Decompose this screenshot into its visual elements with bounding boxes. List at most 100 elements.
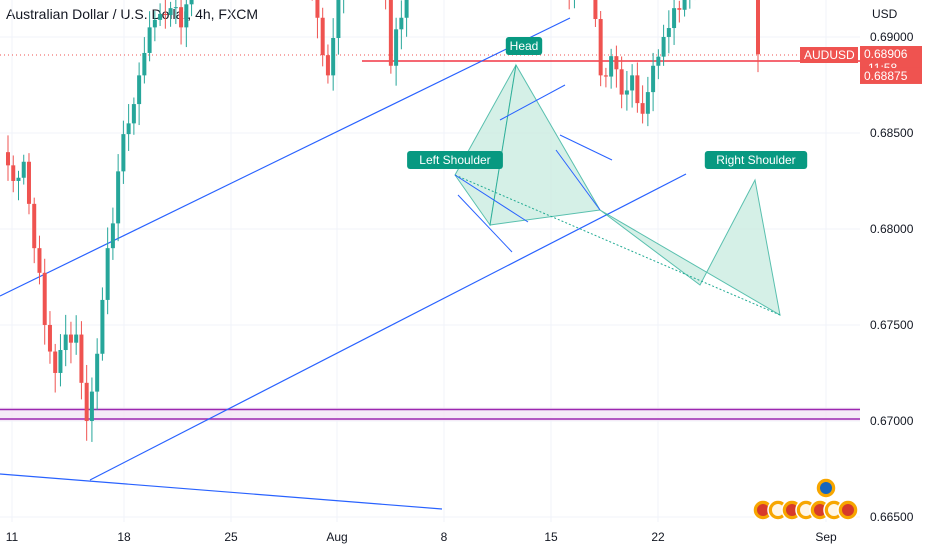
candle-body [677,8,682,10]
candle-body [603,75,608,77]
economic-event-icon [837,499,859,521]
candle-body [682,0,687,10]
time-tick-label: 11 [6,530,19,544]
candle-body [74,334,79,343]
candle-body [63,334,68,351]
candle-body [598,19,603,76]
economic-event-icon [752,499,774,521]
time-tick-label: 8 [441,530,448,544]
candle-body [666,28,671,37]
event-flag-icon [772,504,784,516]
candle-body [95,353,100,392]
right-shoulder-label: Right Shoulder [716,153,795,167]
candle-body [651,65,656,93]
candle-body [110,223,115,249]
candle-body [105,248,110,300]
sub-trend-line [499,84,566,121]
candle-body [163,13,168,16]
symbol-tag-bg [800,47,858,64]
candle-body [21,161,26,178]
candle-body [388,0,393,66]
candle-body [32,203,37,249]
candle-body [37,248,42,273]
candle-body [42,272,47,325]
channel-upper-line [0,17,571,297]
candle-body [68,334,73,343]
current-price-tag: 0.68906 [864,47,908,61]
candle-body [656,56,661,66]
candle-body [624,90,629,95]
candle-body [640,103,645,114]
candle-body [147,27,152,53]
event-flag-icon [786,504,798,516]
candle-body [672,8,677,29]
time-tick-label: Sep [815,530,837,544]
candle-body [394,29,399,66]
candle-body [331,37,336,76]
right-shoulder-shape [599,178,781,316]
channel-lower-line [89,173,687,481]
price-tags: 0.710760.700810.698730.69486AUDUSD0.6890… [800,46,922,84]
price-tick-label: 0.67000 [870,414,914,428]
left-shoulder-label-bg [407,151,503,169]
chart-grid [0,0,860,522]
price-tick-label: 0.68000 [870,222,914,236]
price-tick-label: 0.68500 [870,126,914,140]
price-tick-label: 0.67500 [870,318,914,332]
sub-trend-line [457,194,513,253]
time-tick-label: 22 [651,530,665,544]
trend-line [0,473,443,510]
candle-body [173,7,178,9]
event-flag-icon [757,504,769,516]
event-flag-icon [842,504,854,516]
sub-trend-line [454,174,529,223]
left-shoulder-label: Left Shoulder [419,153,490,167]
events-icons[interactable] [752,477,859,521]
candle-body [593,0,598,20]
head-shape [489,63,601,226]
candle-body [320,17,325,56]
candle-body [645,92,650,114]
price-tag-level-bg [860,67,922,84]
event-flag-icon [814,504,826,516]
time-axis: 11 18 25 Aug 8 15 22 Sep [6,530,837,544]
time-tick-label: 25 [224,530,238,544]
candle-body [189,0,194,5]
symbol-tag: AUDUSD [804,48,855,62]
candle-body [11,165,16,181]
candle-body [16,177,21,181]
candle-body [53,351,58,373]
candle-body [126,123,131,135]
sub-trend-line [559,134,613,161]
support-zone [0,407,860,421]
candles-layer [6,0,760,442]
time-tick-label: Aug [326,530,347,544]
candle-body [168,8,173,16]
candle-body [26,161,31,204]
candle-body [121,134,126,172]
head-label-bg [505,37,543,55]
candle-body [116,171,121,224]
sub-trend-line [555,149,601,211]
candle-body [47,324,52,352]
candle-body [635,75,640,104]
candle-body [158,13,163,20]
candle-body [6,152,10,166]
right-shoulder-label-bg [704,151,808,169]
candle-body [79,334,84,383]
time-tick-label: 15 [544,530,558,544]
candle-body [131,104,136,124]
candle-body [619,69,624,95]
annotations-layer: Head Left Shoulder Right Shoulder [407,37,808,169]
event-flag-icon [820,482,832,494]
economic-event-icon [815,477,837,499]
price-tick-label: 0.69000 [870,30,914,44]
candle-body [756,0,760,55]
candle-body [325,55,330,76]
candle-body [89,391,94,421]
event-flag-icon [800,504,812,516]
head-label: Head [510,39,539,53]
candle-body [315,0,320,18]
candle-body [661,36,666,57]
